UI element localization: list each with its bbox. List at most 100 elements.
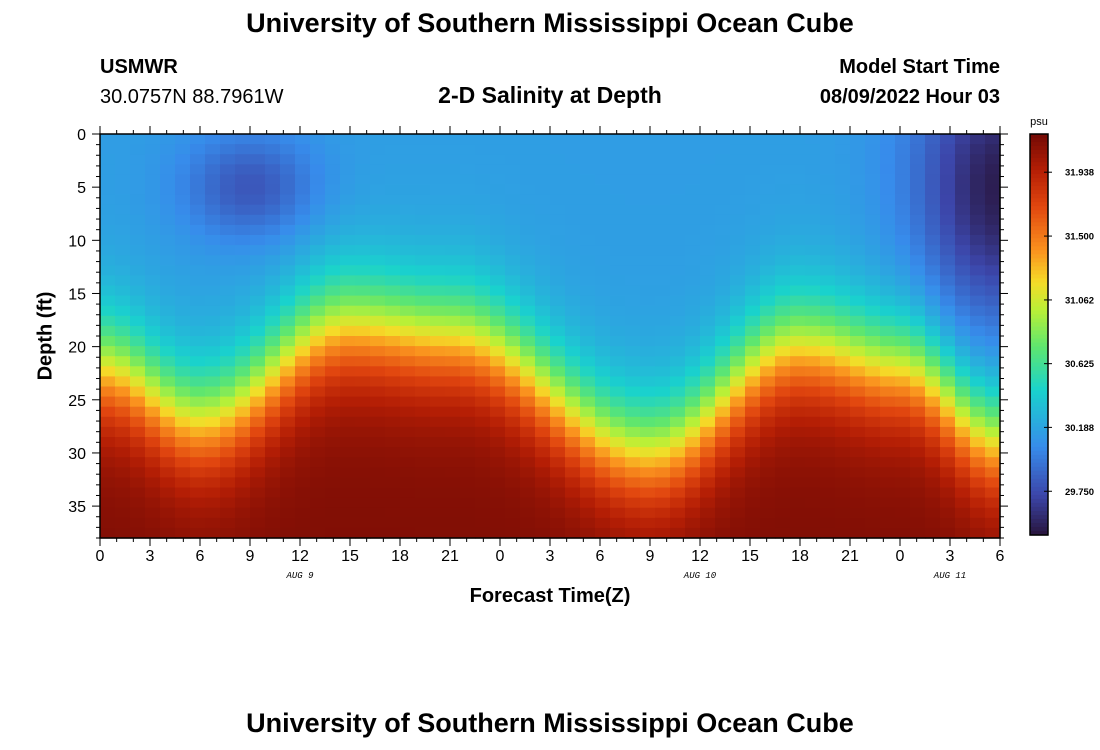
colorbar-segment <box>1030 154 1048 159</box>
heatmap-cell <box>610 325 626 337</box>
heatmap-cell <box>610 426 626 438</box>
heatmap-cell <box>535 305 551 317</box>
heatmap-cell <box>475 305 491 317</box>
heatmap-cell <box>175 235 191 246</box>
heatmap-cell <box>520 255 536 266</box>
heatmap-cell <box>805 487 821 499</box>
heatmap-cell <box>565 416 581 428</box>
heatmap-cell <box>880 255 896 266</box>
heatmap-cell <box>715 527 731 539</box>
heatmap-cell <box>175 396 191 408</box>
heatmap-cell <box>595 164 611 175</box>
heatmap-cell <box>310 497 326 509</box>
heatmap-cell <box>805 154 821 165</box>
heatmap-cell <box>925 245 941 256</box>
heatmap-cell <box>325 295 341 307</box>
heatmap-cell <box>865 517 881 529</box>
heatmap-cell <box>640 406 656 418</box>
heatmap-cell <box>190 416 206 428</box>
x-tick-label: 15 <box>741 548 759 565</box>
heatmap-cell <box>415 336 431 347</box>
heatmap-cell <box>700 487 716 499</box>
heatmap-cell <box>580 305 596 317</box>
heatmap-cell <box>130 517 146 529</box>
heatmap-cell <box>865 346 881 357</box>
heatmap-cell <box>625 346 641 357</box>
heatmap-cell <box>175 315 191 327</box>
heatmap-cell <box>520 447 536 458</box>
heatmap-cell <box>880 477 896 489</box>
colorbar-segment <box>1030 274 1048 279</box>
heatmap-cell <box>250 275 266 287</box>
heatmap-cell <box>850 164 866 175</box>
heatmap-cell <box>130 134 146 145</box>
heatmap-cell <box>295 245 311 256</box>
heatmap-cell <box>280 204 296 216</box>
heatmap-cell <box>355 144 371 155</box>
heatmap-cell <box>175 214 191 226</box>
heatmap-cell <box>430 426 446 438</box>
heatmap-cell <box>580 275 596 287</box>
heatmap-cell <box>535 457 551 468</box>
heatmap-cell <box>940 346 956 357</box>
heatmap-cell <box>895 255 911 266</box>
heatmap-cell <box>430 457 446 468</box>
heatmap-cell <box>385 164 401 175</box>
heatmap-cell <box>655 184 671 196</box>
colorbar-segment <box>1030 190 1048 195</box>
heatmap-cell <box>595 305 611 317</box>
heatmap-cell <box>985 356 1001 367</box>
heatmap-cell <box>805 336 821 347</box>
heatmap-cell <box>235 144 251 155</box>
heatmap-cell <box>625 457 641 468</box>
heatmap-cell <box>265 457 281 468</box>
heatmap-cell <box>175 477 191 489</box>
heatmap-cell <box>385 517 401 529</box>
heatmap-cell <box>310 295 326 307</box>
heatmap-cell <box>130 285 146 297</box>
colorbar-segment <box>1030 214 1048 219</box>
heatmap-cell <box>190 366 206 377</box>
heatmap-cell <box>235 204 251 216</box>
heatmap-cell <box>910 164 926 175</box>
heatmap-cell <box>385 527 401 539</box>
heatmap-cell <box>520 416 536 428</box>
heatmap-cell <box>145 144 161 155</box>
heatmap-cell <box>610 477 626 489</box>
heatmap-cell <box>505 457 521 468</box>
heatmap-cell <box>565 336 581 347</box>
heatmap-cell <box>445 275 461 287</box>
heatmap-cell <box>190 437 206 448</box>
heatmap-cell <box>700 224 716 236</box>
heatmap-cell <box>370 416 386 428</box>
heatmap-cell <box>595 376 611 388</box>
heatmap-cell <box>775 235 791 246</box>
heatmap-cell <box>715 467 731 478</box>
heatmap-cell <box>580 164 596 175</box>
colorbar-segment <box>1030 282 1048 287</box>
heatmap-cell <box>730 265 746 276</box>
heatmap-cell <box>175 224 191 236</box>
heatmap-cell <box>385 194 401 206</box>
colorbar-segment <box>1030 174 1048 179</box>
heatmap-cell <box>790 366 806 377</box>
heatmap-cell <box>520 245 536 256</box>
heatmap-cell <box>520 235 536 246</box>
heatmap-cell <box>145 346 161 357</box>
heatmap-cell <box>565 174 581 186</box>
heatmap-cell <box>775 204 791 216</box>
heatmap-cell <box>205 255 221 266</box>
heatmap-cell <box>520 467 536 478</box>
heatmap-cell <box>670 416 686 428</box>
heatmap-cell <box>205 164 221 175</box>
heatmap-cell <box>625 204 641 216</box>
heatmap-cell <box>430 204 446 216</box>
colorbar-segment <box>1030 370 1048 376</box>
heatmap-cell <box>220 386 236 398</box>
heatmap-cell <box>430 356 446 367</box>
heatmap-cell <box>850 265 866 276</box>
heatmap-cell <box>370 517 386 529</box>
heatmap-cell <box>505 447 521 458</box>
heatmap-cell <box>985 467 1001 478</box>
heatmap-cell <box>355 477 371 489</box>
